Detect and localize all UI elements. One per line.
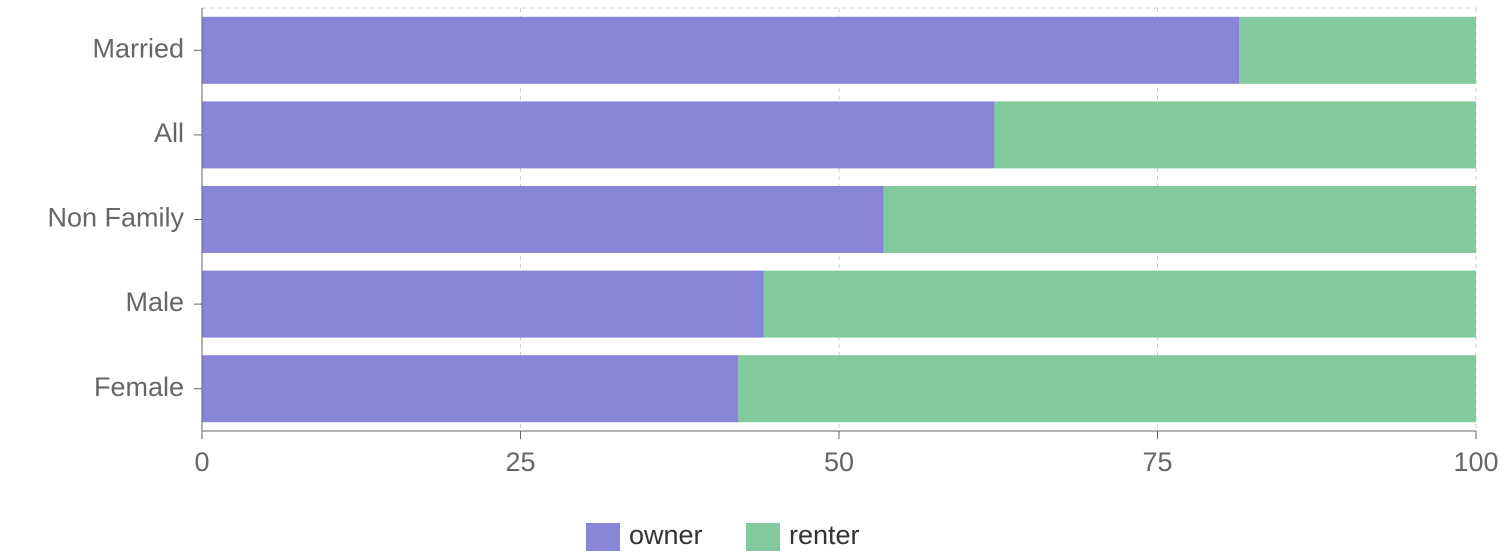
legend-swatch — [586, 523, 620, 551]
legend-swatch — [746, 523, 780, 551]
y-tick-label: Non Family — [47, 203, 184, 233]
x-tick-label: 25 — [505, 447, 535, 477]
bar-segment — [202, 16, 1240, 84]
y-tick-label: Married — [92, 33, 184, 63]
bar-segment — [202, 355, 739, 423]
x-tick-label: 100 — [1453, 447, 1498, 477]
y-tick-label: All — [154, 118, 184, 148]
bar-segment — [202, 270, 764, 338]
bar-segment — [202, 101, 995, 169]
x-tick-label: 0 — [194, 447, 209, 477]
x-tick-label: 50 — [824, 447, 854, 477]
bar-segment — [883, 186, 1476, 253]
y-tick-label: Male — [125, 287, 184, 317]
bar-segment — [763, 270, 1476, 338]
y-tick-label: Female — [94, 372, 184, 402]
bar-segment — [994, 101, 1476, 169]
x-tick-label: 75 — [1142, 447, 1172, 477]
legend-label: owner — [629, 520, 703, 550]
legend-label: renter — [789, 520, 860, 550]
bar-segment — [738, 355, 1476, 423]
bar-segment — [1239, 16, 1476, 84]
bar-segment — [202, 186, 884, 253]
